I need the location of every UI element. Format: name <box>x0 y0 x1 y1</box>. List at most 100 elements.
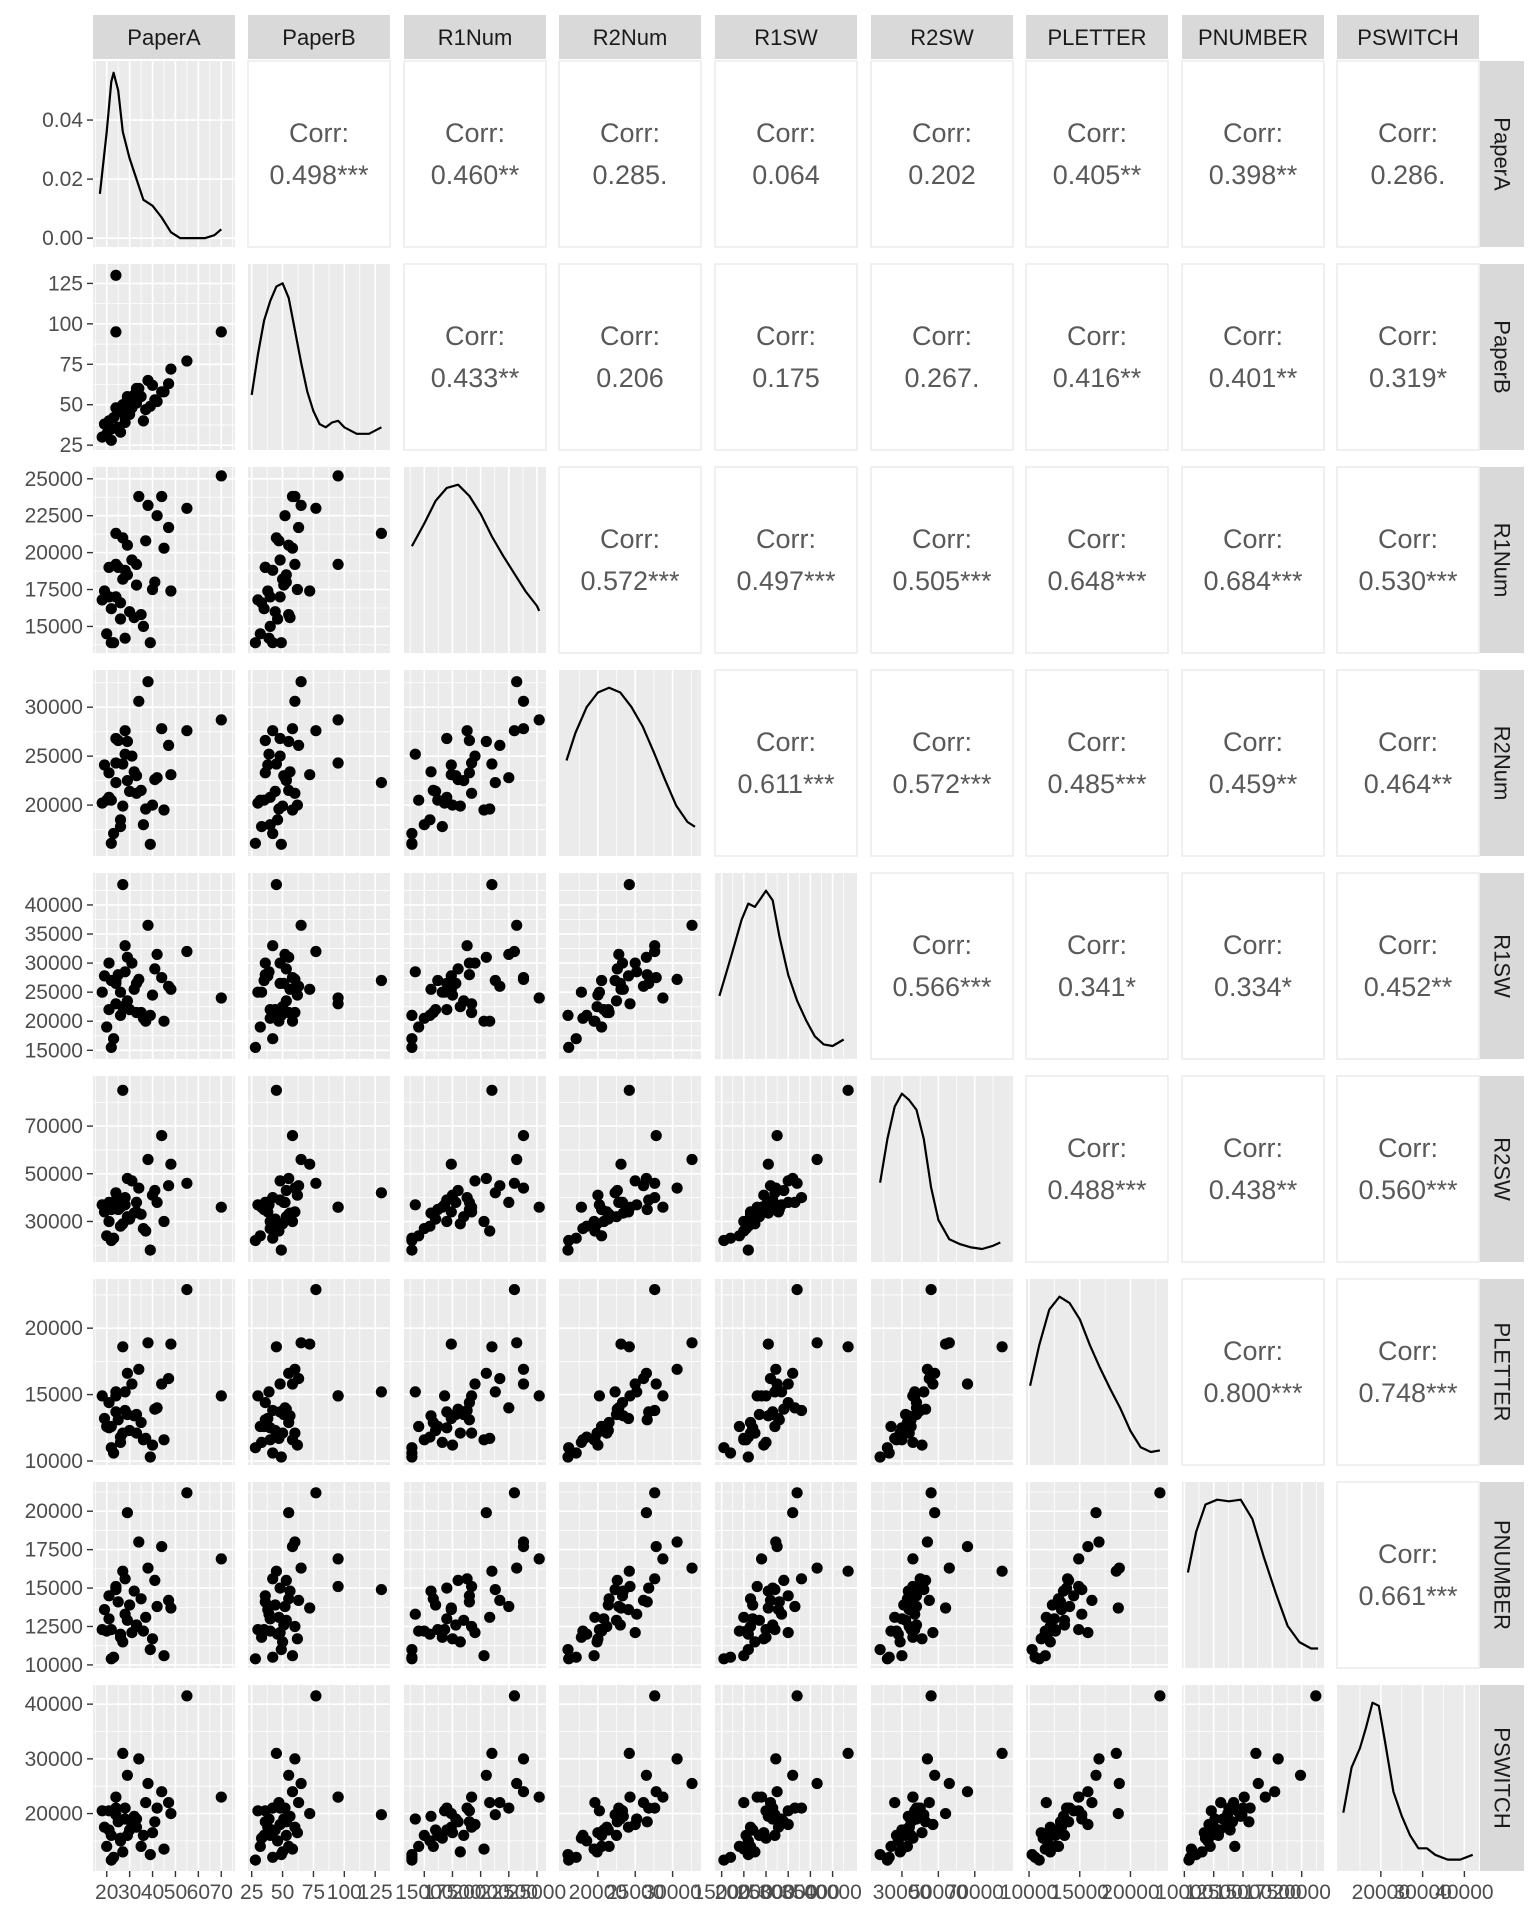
y-tick-label: 50000 <box>25 1163 83 1186</box>
scatter-point <box>760 1201 772 1213</box>
corr-label: Corr: <box>1067 930 1127 960</box>
scatter-point <box>503 772 515 784</box>
scatter-point <box>631 966 643 978</box>
scatter-point <box>103 1397 115 1409</box>
strip-label-right-R1SW: R1SW <box>1490 934 1515 998</box>
scatter-point <box>452 1574 464 1586</box>
scatter-point <box>110 1802 122 1814</box>
corr-value: 0.206 <box>596 363 664 393</box>
scatter-point <box>517 973 530 986</box>
scatter-point <box>764 1373 777 1385</box>
scatter-point <box>144 1849 156 1861</box>
scatter-point <box>121 735 133 748</box>
scatter-point <box>264 1829 276 1841</box>
scatter-point <box>149 1574 161 1586</box>
scatter-point <box>889 1797 901 1809</box>
scatter-point <box>782 1627 794 1639</box>
scatter-point <box>283 1769 295 1781</box>
scatter-point <box>277 800 289 812</box>
scatter-point <box>146 379 159 391</box>
corr-panel-background <box>1181 669 1325 857</box>
axes: 0.000.020.042550751001251500017500200002… <box>25 109 1494 1904</box>
scatter-point <box>254 1420 266 1433</box>
corr-panel-background <box>403 60 547 248</box>
scatter-point <box>466 1006 478 1019</box>
scatter-point <box>811 1562 823 1574</box>
strip-top-R1Num <box>404 15 546 59</box>
scatter-point <box>929 1507 941 1519</box>
scatter-point <box>119 1608 131 1620</box>
scatter-point <box>641 1203 653 1216</box>
y-tick-label: 17500 <box>25 1539 83 1562</box>
panel-background <box>1182 1482 1324 1668</box>
scatter-point <box>1238 1791 1250 1803</box>
x-tick-label: 125 <box>358 1881 393 1904</box>
scatter-point <box>332 714 344 726</box>
scatter-point <box>133 1363 145 1375</box>
corr-label: Corr: <box>1067 524 1127 554</box>
scatter-point <box>1205 1805 1217 1817</box>
y-tick-label: 100 <box>48 313 83 336</box>
corr-value: 0.498*** <box>269 160 369 190</box>
panel-PaperB-PaperA <box>93 264 235 450</box>
scatter-point <box>142 499 154 511</box>
scatter-point <box>264 1012 276 1024</box>
scatter-point <box>117 800 129 812</box>
panel-PaperA-R1Num: Corr: 0.460** <box>403 60 547 248</box>
scatter-point <box>289 1536 301 1548</box>
scatter-point <box>310 502 322 514</box>
scatter-point <box>101 794 113 806</box>
scatter-point <box>105 434 117 446</box>
scatter-point <box>413 1420 425 1433</box>
scatter-point <box>151 948 163 961</box>
scatter-point <box>158 1650 170 1662</box>
corr-value: 0.560*** <box>1358 1175 1458 1205</box>
facet-strips: PaperA PaperB R1Num R2Num R1SW R2SW PLETTER PNU… <box>93 15 1524 1871</box>
scatter-point <box>613 1600 625 1613</box>
scatter-point <box>733 1420 746 1433</box>
panel-PaperA-R1SW: Corr: 0.064 <box>714 60 858 248</box>
scatter-point <box>133 695 145 707</box>
scatter-point <box>842 1747 854 1759</box>
strip-label-top-R1SW: R1SW <box>754 25 818 50</box>
x-tick-label: 70 <box>210 1881 233 1904</box>
panel-PLETTER-PNUMBER: Corr: 0.800*** <box>1181 1278 1325 1466</box>
corr-value: 0.748*** <box>1358 1378 1458 1408</box>
scatter-point <box>270 1747 282 1759</box>
scatter-point <box>105 1829 117 1841</box>
scatter-point <box>304 983 316 995</box>
scatter-point <box>610 995 623 1007</box>
scatter-point <box>508 1690 520 1702</box>
scatter-point <box>640 1769 653 1781</box>
corr-label: Corr: <box>912 930 972 960</box>
scatter-point <box>267 1447 279 1459</box>
scatter-point <box>146 1633 159 1645</box>
scatter-point <box>486 758 498 770</box>
scatter-point <box>601 1620 613 1633</box>
scatter-point <box>295 919 307 931</box>
scatter-point <box>478 1015 490 1027</box>
scatter-point <box>441 1004 453 1016</box>
corr-value: 0.416** <box>1053 363 1142 393</box>
scatter-point <box>274 554 286 566</box>
scatter-point <box>117 1846 129 1858</box>
scatter-point <box>1063 1574 1075 1586</box>
scatter-point <box>121 569 133 581</box>
scatter-point <box>425 1810 437 1822</box>
density-curve-PSWITCH <box>1342 1701 1474 1861</box>
scatter-point <box>563 1041 575 1053</box>
corr-value: 0.497*** <box>736 566 836 596</box>
scatter-point <box>744 1206 757 1218</box>
scatter-point <box>110 1582 122 1594</box>
scatter-point <box>1068 1590 1080 1602</box>
scatter-point <box>119 1386 131 1398</box>
y-tick-label: 40000 <box>25 894 83 917</box>
scatter-point <box>742 1849 754 1861</box>
scatter-point <box>920 1403 932 1415</box>
corr-panel-background <box>1336 466 1480 654</box>
scatter-point <box>898 1599 910 1611</box>
panel-R2SW-R2Num <box>559 1076 701 1262</box>
scatter-point <box>158 804 170 816</box>
scatter-point <box>921 1536 934 1548</box>
scatter-point <box>158 1215 170 1228</box>
